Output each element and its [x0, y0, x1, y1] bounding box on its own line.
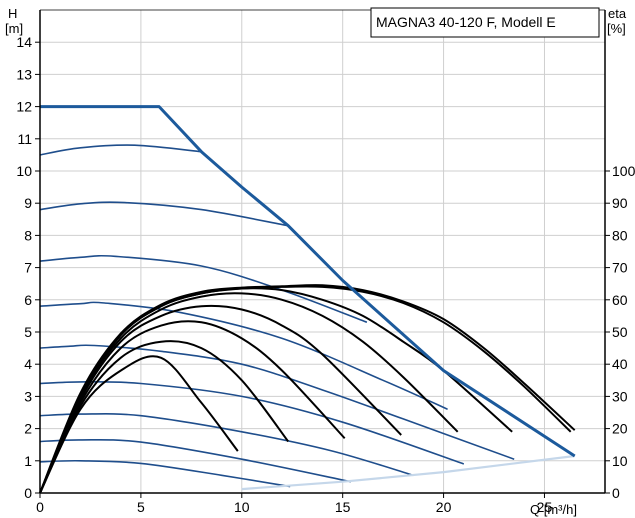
y-left-tick-label: 13 [16, 66, 32, 82]
y-left-tick-label: 8 [24, 227, 32, 243]
head-curve-2 [40, 202, 288, 225]
x-tick-label: 0 [36, 499, 44, 515]
chart-title: MAGNA3 40-120 F, Modell E [376, 14, 556, 30]
y-left-tick-label: 12 [16, 99, 32, 115]
y-right-tick-label: 100 [612, 163, 635, 179]
head-curve-1 [40, 145, 201, 155]
x-axis-label: Q [m³/h] [530, 502, 577, 517]
y-right-tick-label: 30 [612, 388, 628, 404]
y-left-tick-label: 6 [24, 292, 32, 308]
head-curve-7 [40, 414, 413, 475]
y-left-label-line1: H [8, 6, 17, 21]
y-left-tick-label: 5 [24, 324, 32, 340]
x-tick-label: 15 [335, 499, 351, 515]
efficiency-curve-5 [40, 293, 458, 493]
y-left-tick-label: 7 [24, 260, 32, 276]
y-right-tick-label: 80 [612, 227, 628, 243]
y-left-tick-label: 0 [24, 485, 32, 501]
y-right-label-line1: eta [608, 6, 627, 21]
y-right-tick-label: 50 [612, 324, 628, 340]
y-right-tick-label: 10 [612, 453, 628, 469]
head-curve-6 [40, 382, 464, 464]
y-left-tick-label: 1 [24, 453, 32, 469]
max-speed-curve [40, 107, 575, 456]
x-tick-label: 10 [234, 499, 250, 515]
y-right-tick-label: 0 [612, 485, 620, 501]
y-right-tick-label: 70 [612, 260, 628, 276]
y-right-label-line2: [%] [607, 21, 626, 36]
y-right-tick-label: 20 [612, 421, 628, 437]
efficiency-curve-6 [40, 288, 512, 493]
y-left-tick-label: 3 [24, 388, 32, 404]
y-left-tick-label: 9 [24, 195, 32, 211]
y-left-tick-label: 4 [24, 356, 32, 372]
y-left-tick-label: 10 [16, 163, 32, 179]
head-curve-9 [40, 461, 290, 487]
y-right-tick-label: 60 [612, 292, 628, 308]
y-left-tick-label: 2 [24, 421, 32, 437]
x-tick-label: 5 [137, 499, 145, 515]
x-tick-label: 20 [436, 499, 452, 515]
efficiency-curve-4 [40, 306, 401, 493]
y-left-label-line2: [m] [5, 21, 23, 36]
y-left-tick-label: 11 [17, 131, 32, 147]
axes [35, 10, 610, 498]
y-left-tick-label: 14 [16, 34, 32, 50]
head-curve-5 [40, 345, 514, 459]
efficiency-curve-3 [40, 321, 345, 493]
head-curve-3 [40, 256, 367, 323]
y-right-tick-label: 40 [612, 356, 628, 372]
y-right-tick-label: 90 [612, 195, 628, 211]
